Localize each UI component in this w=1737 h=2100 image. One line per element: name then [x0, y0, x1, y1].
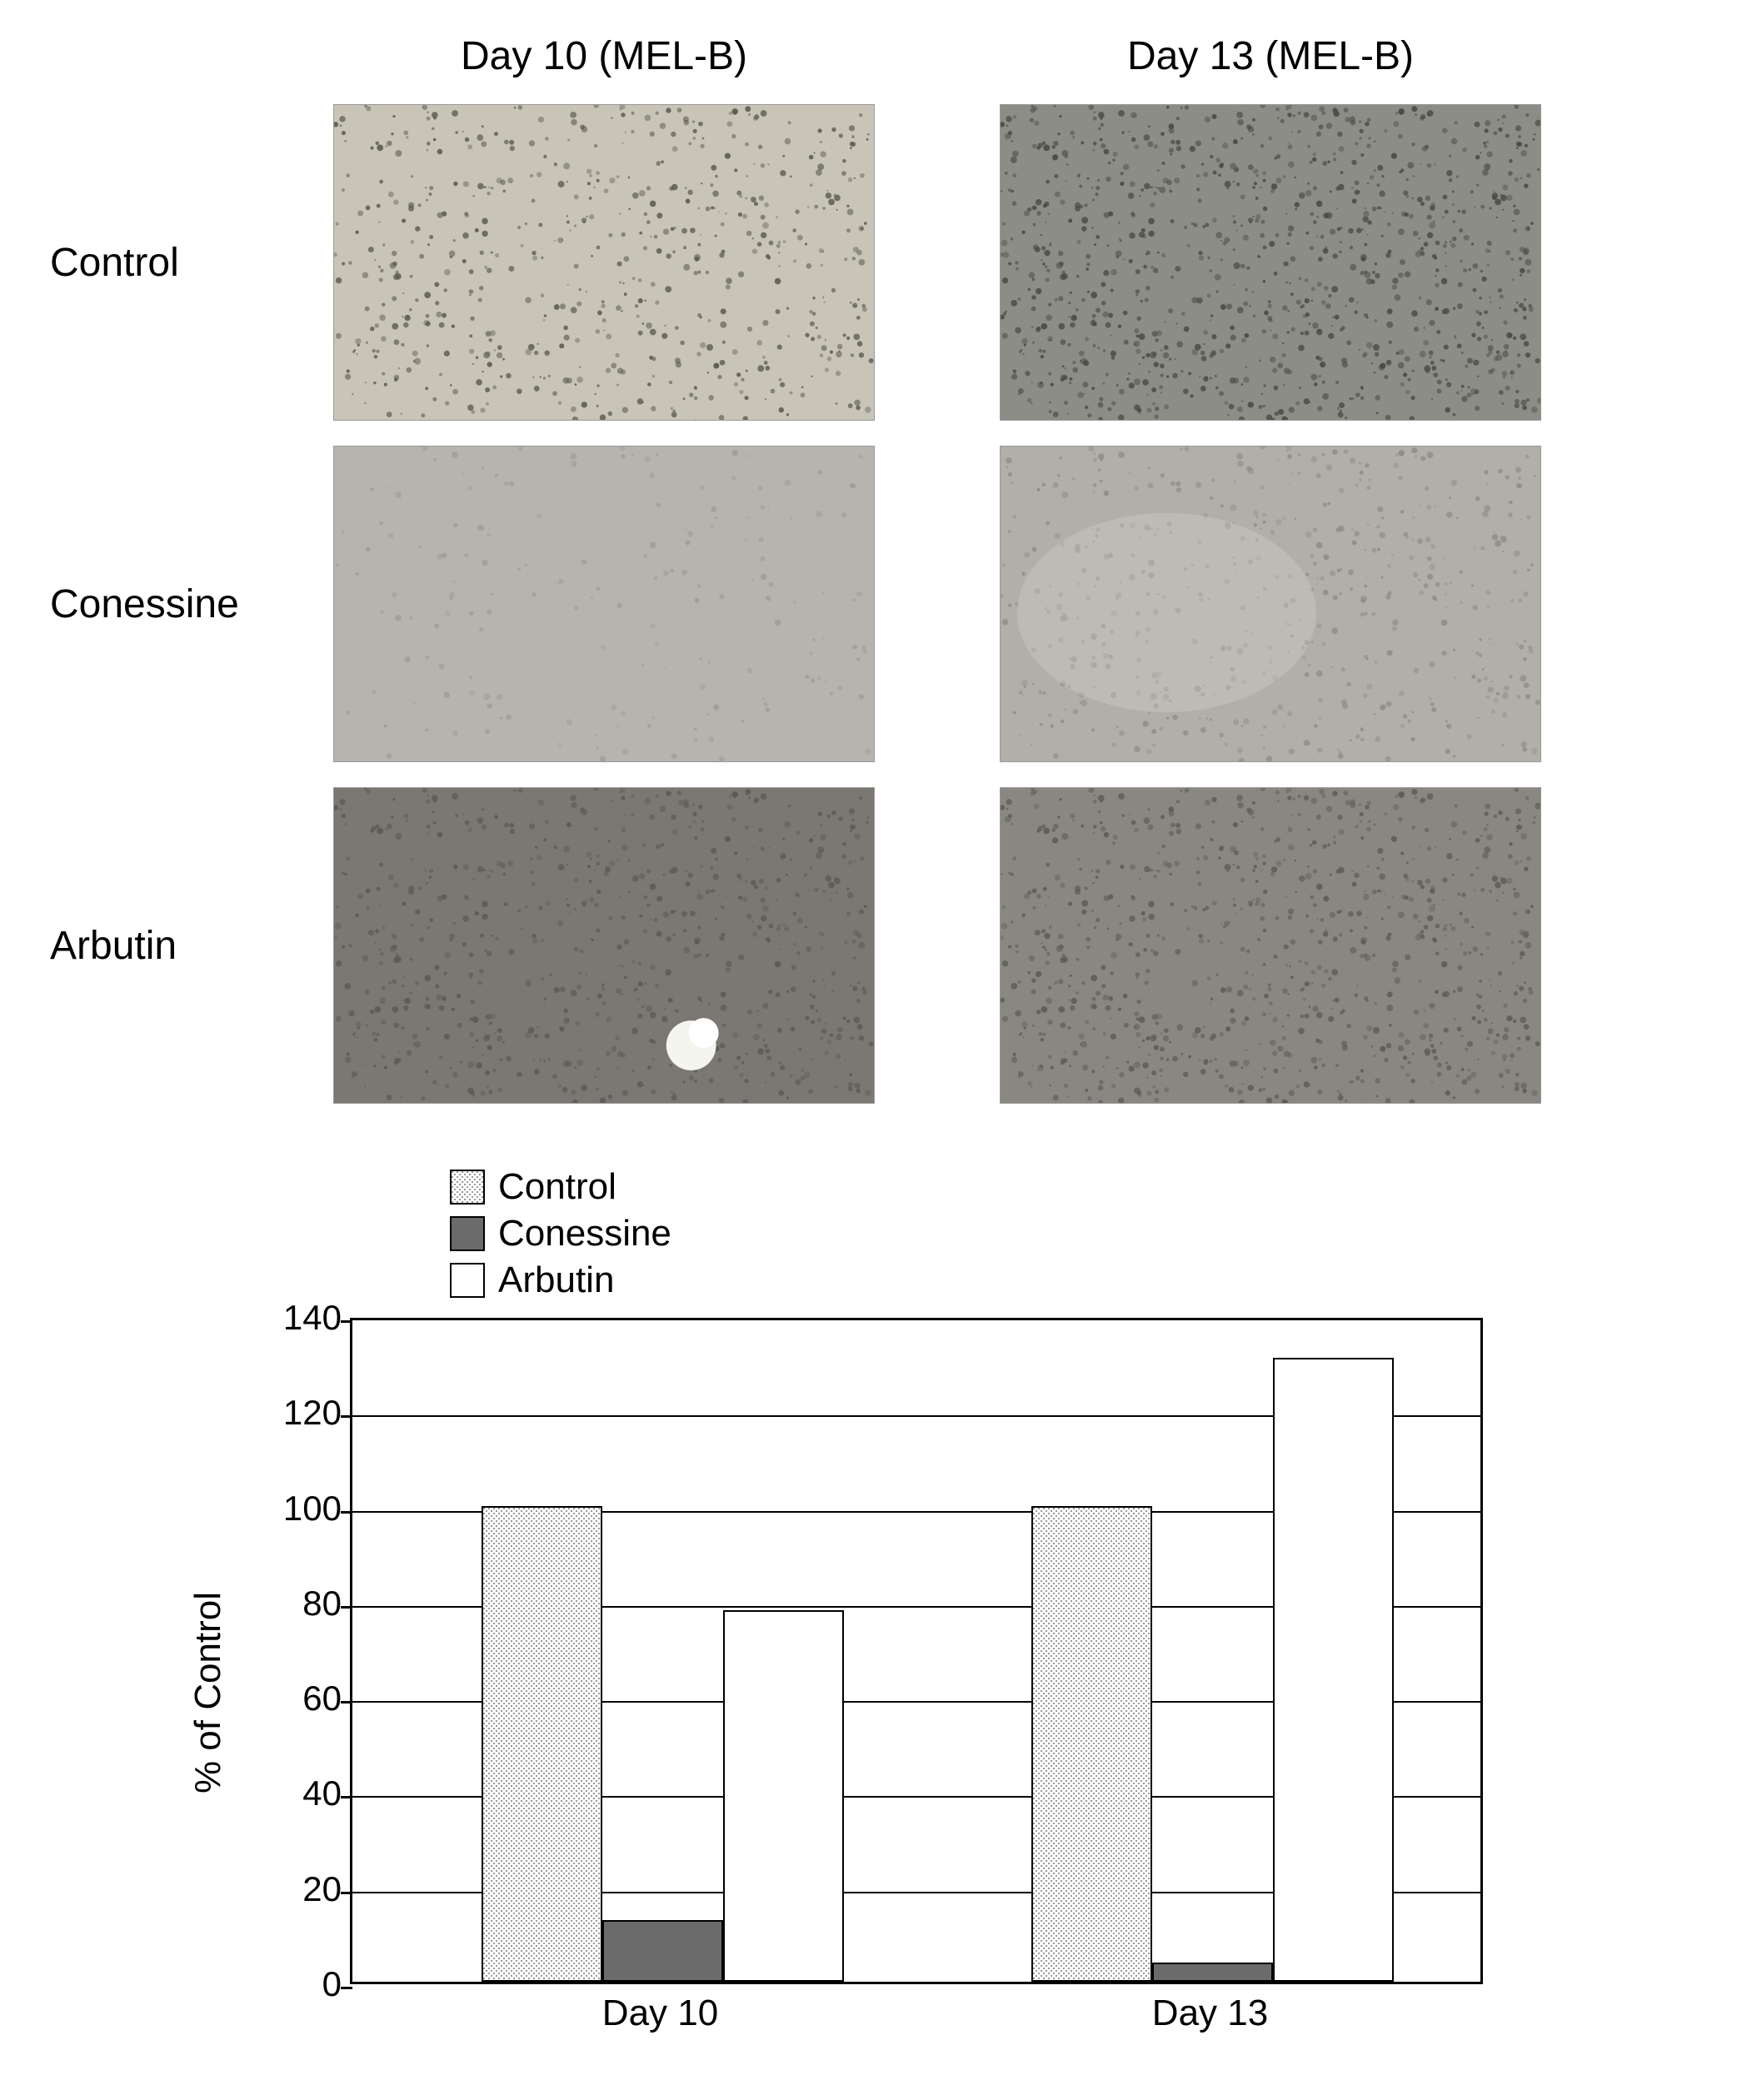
ytick-label: 60	[258, 1679, 342, 1718]
micrograph-arbutin-day13	[1000, 787, 1541, 1104]
legend-label-conessine: Conessine	[498, 1213, 671, 1255]
row-label-conessine: Conessine	[0, 446, 333, 762]
ytick-mark	[341, 1511, 352, 1514]
row-label-arbutin: Arbutin	[0, 787, 333, 1104]
bar-control-day10	[482, 1506, 602, 1982]
micrograph-panel: Day 10 (MEL-B) Day 13 (MEL-B) Control Co…	[0, 33, 1737, 1104]
legend-item-control: Control	[450, 1166, 1516, 1208]
bar-arbutin-day10	[723, 1610, 844, 1982]
legend-label-arbutin: Arbutin	[498, 1260, 614, 1301]
ytick-mark	[341, 1320, 352, 1323]
legend-item-conessine: Conessine	[450, 1213, 1516, 1255]
bar-control-day13	[1031, 1506, 1152, 1982]
y-axis-label: % of Control	[187, 1592, 229, 1793]
spacer	[875, 787, 1000, 1104]
legend-swatch-conessine	[450, 1216, 485, 1251]
legend-swatch-control	[450, 1170, 485, 1205]
ytick-label: 140	[258, 1298, 342, 1338]
micrograph-conessine-day13	[1000, 446, 1541, 762]
chart-area: % of Control 020406080100120140 Day 10Da…	[217, 1318, 1516, 2068]
column-header-day10: Day 10 (MEL-B)	[333, 33, 875, 79]
plot-region	[350, 1318, 1483, 1984]
ytick-label: 20	[258, 1869, 342, 1909]
micrograph-conessine-day10	[333, 446, 875, 762]
legend-label-control: Control	[498, 1166, 616, 1208]
ytick-mark	[341, 1987, 352, 1989]
x-category-label: Day 10	[602, 1993, 718, 2034]
row-label-control: Control	[0, 104, 333, 421]
spacer	[875, 104, 1000, 421]
bar-chart-panel: Control Conessine Arbutin % of Control 0…	[217, 1166, 1516, 2068]
micrograph-control-day10	[333, 104, 875, 421]
micrograph-grid: Control Conessine Arbutin	[0, 104, 1737, 1104]
column-headers: Day 10 (MEL-B) Day 13 (MEL-B)	[0, 33, 1737, 79]
ytick-label: 100	[258, 1489, 342, 1529]
ytick-mark	[341, 1606, 352, 1609]
bar-conessine-day10	[602, 1920, 723, 1982]
ytick-label: 80	[258, 1584, 342, 1624]
ytick-label: 40	[258, 1773, 342, 1813]
ytick-mark	[341, 1415, 352, 1418]
chart-legend: Control Conessine Arbutin	[450, 1166, 1516, 1301]
legend-item-arbutin: Arbutin	[450, 1260, 1516, 1301]
x-category-label: Day 13	[1152, 1993, 1268, 2034]
ytick-mark	[341, 1892, 352, 1894]
ytick-label: 0	[258, 1964, 342, 2004]
spacer	[875, 446, 1000, 762]
legend-swatch-arbutin	[450, 1263, 485, 1298]
ytick-label: 120	[258, 1393, 342, 1433]
bar-arbutin-day13	[1273, 1358, 1394, 1982]
column-header-day13: Day 13 (MEL-B)	[1000, 33, 1541, 79]
ytick-mark	[341, 1796, 352, 1798]
bar-conessine-day13	[1152, 1963, 1273, 1982]
micrograph-arbutin-day10	[333, 787, 875, 1104]
micrograph-control-day13	[1000, 104, 1541, 421]
ytick-mark	[341, 1701, 352, 1703]
